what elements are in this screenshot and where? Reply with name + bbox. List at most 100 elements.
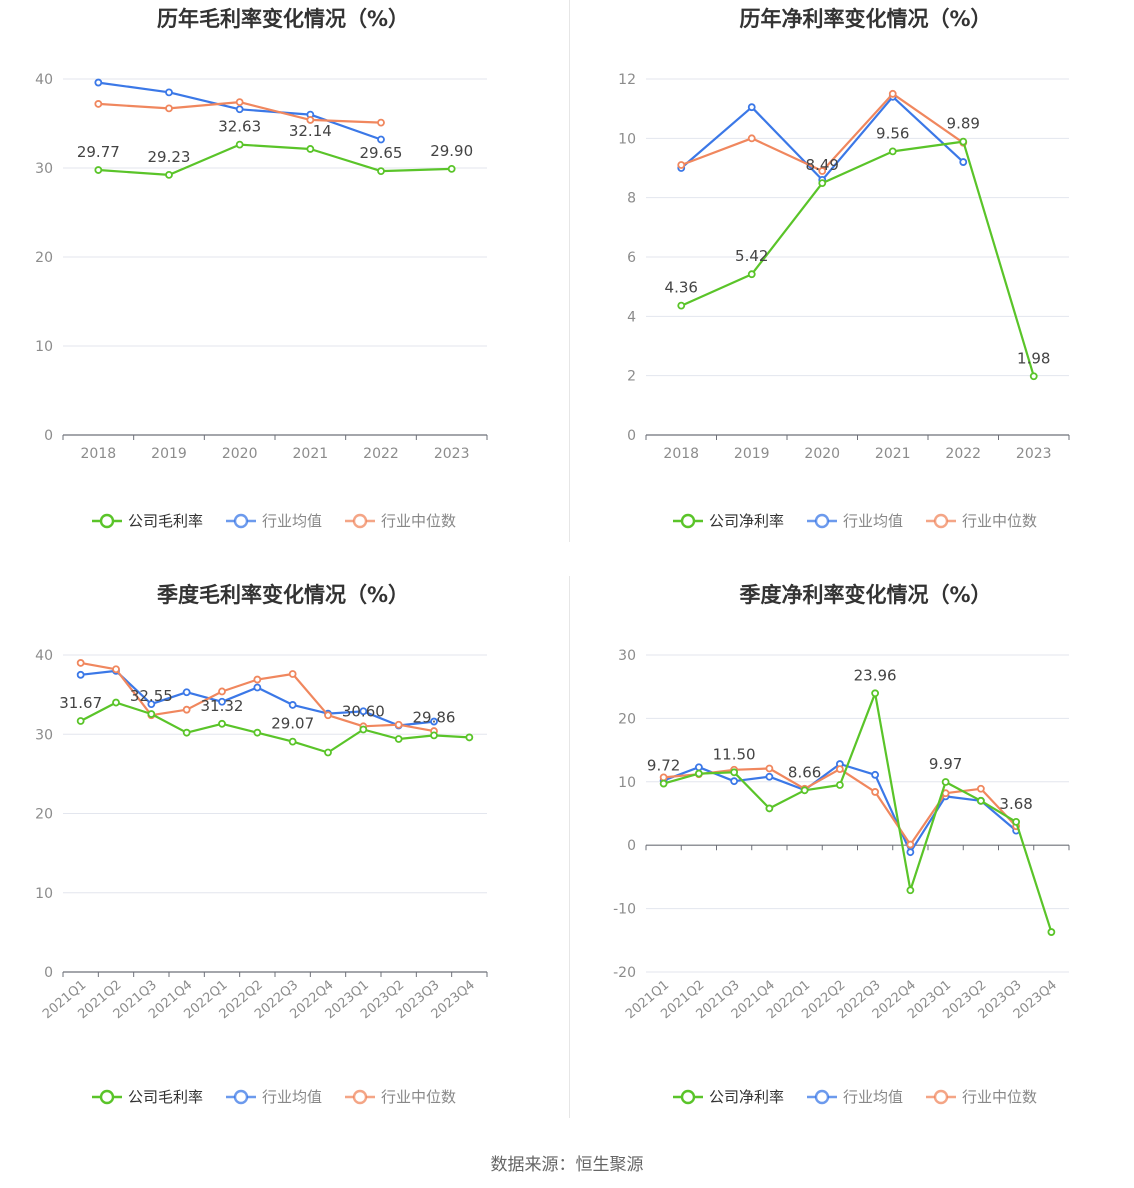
data-point: [818, 167, 827, 175]
data-label: 23.96: [854, 666, 897, 684]
chart-annual-net-margin: 历年净利率变化情况（%） 0 2 4 6 8 10 12 2018 2019 2020 2021 202…: [567, 0, 1134, 545]
y-tick-label: 0: [44, 965, 53, 981]
y-tick-label: 4: [627, 309, 636, 325]
series-line-0: [680, 140, 1035, 377]
chart-annual-gross-margin: 历年毛利率变化情况（%） 0 10 20 30 40 2018 2019 2020 2021 202…: [0, 0, 567, 545]
data-point: [235, 105, 244, 114]
x-tick-label: 2023: [1016, 446, 1052, 462]
x-tick-label: 2021: [293, 446, 329, 462]
x-tick-label: 2019: [151, 446, 187, 462]
legend-label: 公司净利率: [709, 512, 784, 530]
data-label: 29.77: [77, 143, 120, 161]
data-point: [377, 118, 385, 127]
data-point: [818, 179, 827, 188]
y-tick-label: 0: [627, 428, 636, 444]
data-point: [465, 733, 474, 742]
chart-svg-2: 季度毛利率变化情况（%）0102030402021Q12021Q22021Q32…: [35, 583, 488, 1106]
x-tick-label: 2018: [81, 446, 117, 462]
data-point: [888, 147, 897, 156]
legend-label: 行业中位数: [381, 1088, 456, 1106]
series-line-1: [663, 762, 1017, 854]
legend-marker: [233, 1089, 249, 1105]
data-point: [218, 697, 226, 706]
data-label: 3.68: [999, 795, 1032, 813]
data-point: [235, 140, 244, 149]
x-tick-label: 2020: [804, 446, 840, 462]
legend-label: 行业中位数: [962, 512, 1037, 530]
data-label: 11.50: [713, 745, 756, 763]
divider-top: [569, 0, 570, 542]
data-label: 29.23: [148, 148, 191, 166]
divider-bottom: [569, 576, 570, 1118]
data-point: [959, 158, 968, 166]
x-tick-label: 2021: [875, 446, 911, 462]
data-point: [94, 100, 103, 108]
data-point: [76, 659, 85, 667]
data-point: [659, 773, 668, 782]
y-tick-label: 10: [35, 886, 53, 902]
chart-title: 季度净利率变化情况（%）: [739, 583, 991, 607]
data-label: 32.55: [130, 687, 173, 705]
data-point: [165, 170, 173, 179]
data-point: [324, 748, 332, 757]
data-point: [112, 665, 120, 674]
y-tick-label: 0: [627, 838, 636, 854]
data-point: [112, 698, 120, 707]
legend-marker: [680, 513, 696, 529]
data-point: [94, 166, 103, 174]
data-point: [871, 770, 880, 779]
data-point: [888, 89, 897, 98]
chart-svg-0: 历年毛利率变化情况（%） 0 10 20 30 40 2018 2019 2020 2021 202…: [35, 7, 488, 530]
chart-svg-3: 季度净利率变化情况（%）-20-1001020302021Q12021Q2202…: [613, 583, 1070, 1106]
data-point: [394, 735, 403, 743]
x-tick-label: 2020: [222, 446, 258, 462]
chart-quarterly-gross-margin: 季度毛利率变化情况（%） 0 10 20 30 40 2021Q1 2021Q2 2021Q3 2…: [0, 576, 567, 1121]
data-source: 数据来源：恒生聚源: [490, 1155, 644, 1175]
y-tick-label: 0: [44, 428, 53, 444]
data-point: [253, 675, 262, 684]
y-tick-label: 10: [35, 339, 53, 355]
data-point: [959, 137, 968, 146]
data-point: [235, 98, 244, 107]
data-label: 8.49: [806, 156, 839, 174]
y-tick-label: 40: [35, 72, 53, 88]
x-tick-label: 2023: [434, 446, 470, 462]
y-tick-label: 10: [618, 131, 636, 147]
legend-label: 行业中位数: [381, 512, 456, 530]
data-point: [730, 768, 739, 777]
legend-label: 公司毛利率: [128, 512, 203, 530]
data-label: 8.66: [788, 763, 821, 781]
data-point: [694, 763, 703, 772]
data-point: [182, 705, 191, 714]
x-tick-label: 2022: [945, 446, 981, 462]
data-point: [677, 301, 686, 310]
series-line-0: [663, 692, 1053, 933]
data-point: [941, 778, 950, 786]
data-point: [253, 683, 262, 692]
x-tick-label: 2018: [663, 446, 699, 462]
legend-label: 行业中位数: [962, 1088, 1037, 1106]
y-tick-label: 8: [627, 191, 636, 207]
data-point: [659, 779, 668, 788]
data-point: [694, 769, 703, 778]
data-label: 29.86: [413, 708, 456, 726]
data-point: [394, 720, 403, 729]
chart-svg-1: 历年净利率变化情况（%） 0 2 4 6 8 10 12 2018 2019 2020 2021 202…: [618, 7, 1070, 530]
chart-title: 历年毛利率变化情况（%）: [157, 7, 409, 31]
legend-marker: [352, 513, 368, 529]
data-label: 9.89: [947, 115, 980, 133]
legend-label: 行业均值: [262, 1088, 322, 1106]
y-tick-label: 20: [35, 807, 53, 823]
x-tick-label: 2022: [363, 446, 399, 462]
data-point: [306, 116, 315, 124]
legend-label: 公司净利率: [709, 1088, 784, 1106]
data-point: [871, 689, 880, 698]
data-point: [765, 764, 774, 773]
data-point: [306, 145, 315, 153]
legend-label: 行业均值: [262, 512, 322, 530]
data-label: 5.42: [735, 247, 768, 265]
data-point: [288, 701, 297, 709]
series-line-0: [98, 143, 452, 176]
legend-marker: [680, 1089, 696, 1105]
y-tick-label: 2: [627, 369, 636, 385]
